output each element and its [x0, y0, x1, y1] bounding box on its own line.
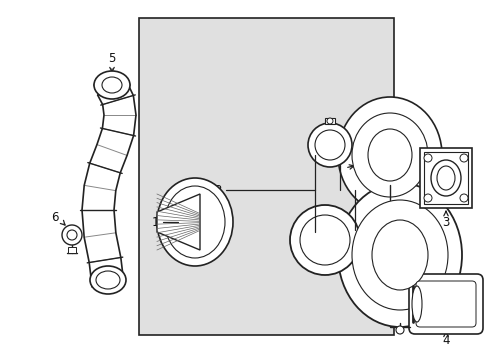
Text: 4: 4 [441, 333, 449, 346]
Ellipse shape [96, 271, 120, 289]
Ellipse shape [90, 266, 126, 294]
Bar [423, 152, 467, 204]
Circle shape [67, 230, 77, 240]
Ellipse shape [367, 129, 411, 181]
Bar [325, 118, 334, 124]
Ellipse shape [307, 123, 351, 167]
Ellipse shape [157, 178, 232, 266]
Ellipse shape [411, 286, 421, 322]
Polygon shape [82, 81, 136, 287]
Ellipse shape [436, 166, 454, 190]
Circle shape [459, 154, 467, 162]
Text: 3: 3 [442, 216, 449, 229]
Bar [419, 148, 471, 208]
Ellipse shape [430, 160, 460, 196]
Ellipse shape [164, 186, 224, 258]
Circle shape [326, 118, 332, 124]
Ellipse shape [314, 130, 345, 160]
Text: 1: 1 [151, 216, 159, 229]
FancyBboxPatch shape [415, 281, 475, 327]
Circle shape [423, 194, 431, 202]
Circle shape [62, 225, 82, 245]
Text: 5: 5 [108, 51, 116, 64]
Bar [68, 247, 76, 253]
Ellipse shape [102, 77, 122, 93]
Ellipse shape [337, 183, 461, 327]
Ellipse shape [351, 200, 447, 310]
Ellipse shape [371, 220, 427, 290]
Ellipse shape [299, 215, 349, 265]
Text: 6: 6 [51, 211, 59, 224]
Polygon shape [157, 194, 200, 250]
Ellipse shape [94, 71, 130, 99]
Ellipse shape [351, 113, 427, 197]
Circle shape [423, 154, 431, 162]
Ellipse shape [289, 205, 359, 275]
Circle shape [459, 194, 467, 202]
Bar [139, 18, 393, 335]
Circle shape [395, 326, 403, 334]
Text: 2: 2 [214, 184, 221, 197]
FancyBboxPatch shape [408, 274, 482, 334]
Ellipse shape [337, 97, 441, 213]
